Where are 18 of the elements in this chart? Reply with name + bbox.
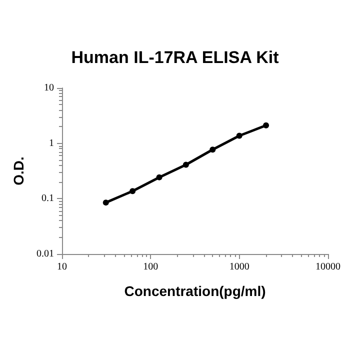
point [102, 200, 109, 206]
chart-title: Human IL-17RA ELISA Kit [71, 48, 280, 67]
x-tick-label: 10000 [316, 262, 340, 272]
y-tick-label: 0.1 [42, 193, 54, 204]
y-tick-label: 10 [44, 82, 54, 94]
point [156, 174, 162, 180]
point [210, 146, 216, 153]
x-tick-label: 10 [57, 262, 67, 272]
y-tick-label: 0.01 [36, 248, 54, 260]
y-axis-title: O.D. [10, 156, 27, 186]
y-tick-label: 1 [49, 138, 54, 149]
point [236, 132, 242, 139]
point [130, 188, 136, 194]
x-tick-label: 1000 [229, 262, 250, 272]
point [182, 162, 189, 168]
point [263, 122, 270, 128]
x-tick-label: 100 [143, 262, 158, 272]
x-axis-title: Concentration(pg/ml) [124, 283, 266, 299]
